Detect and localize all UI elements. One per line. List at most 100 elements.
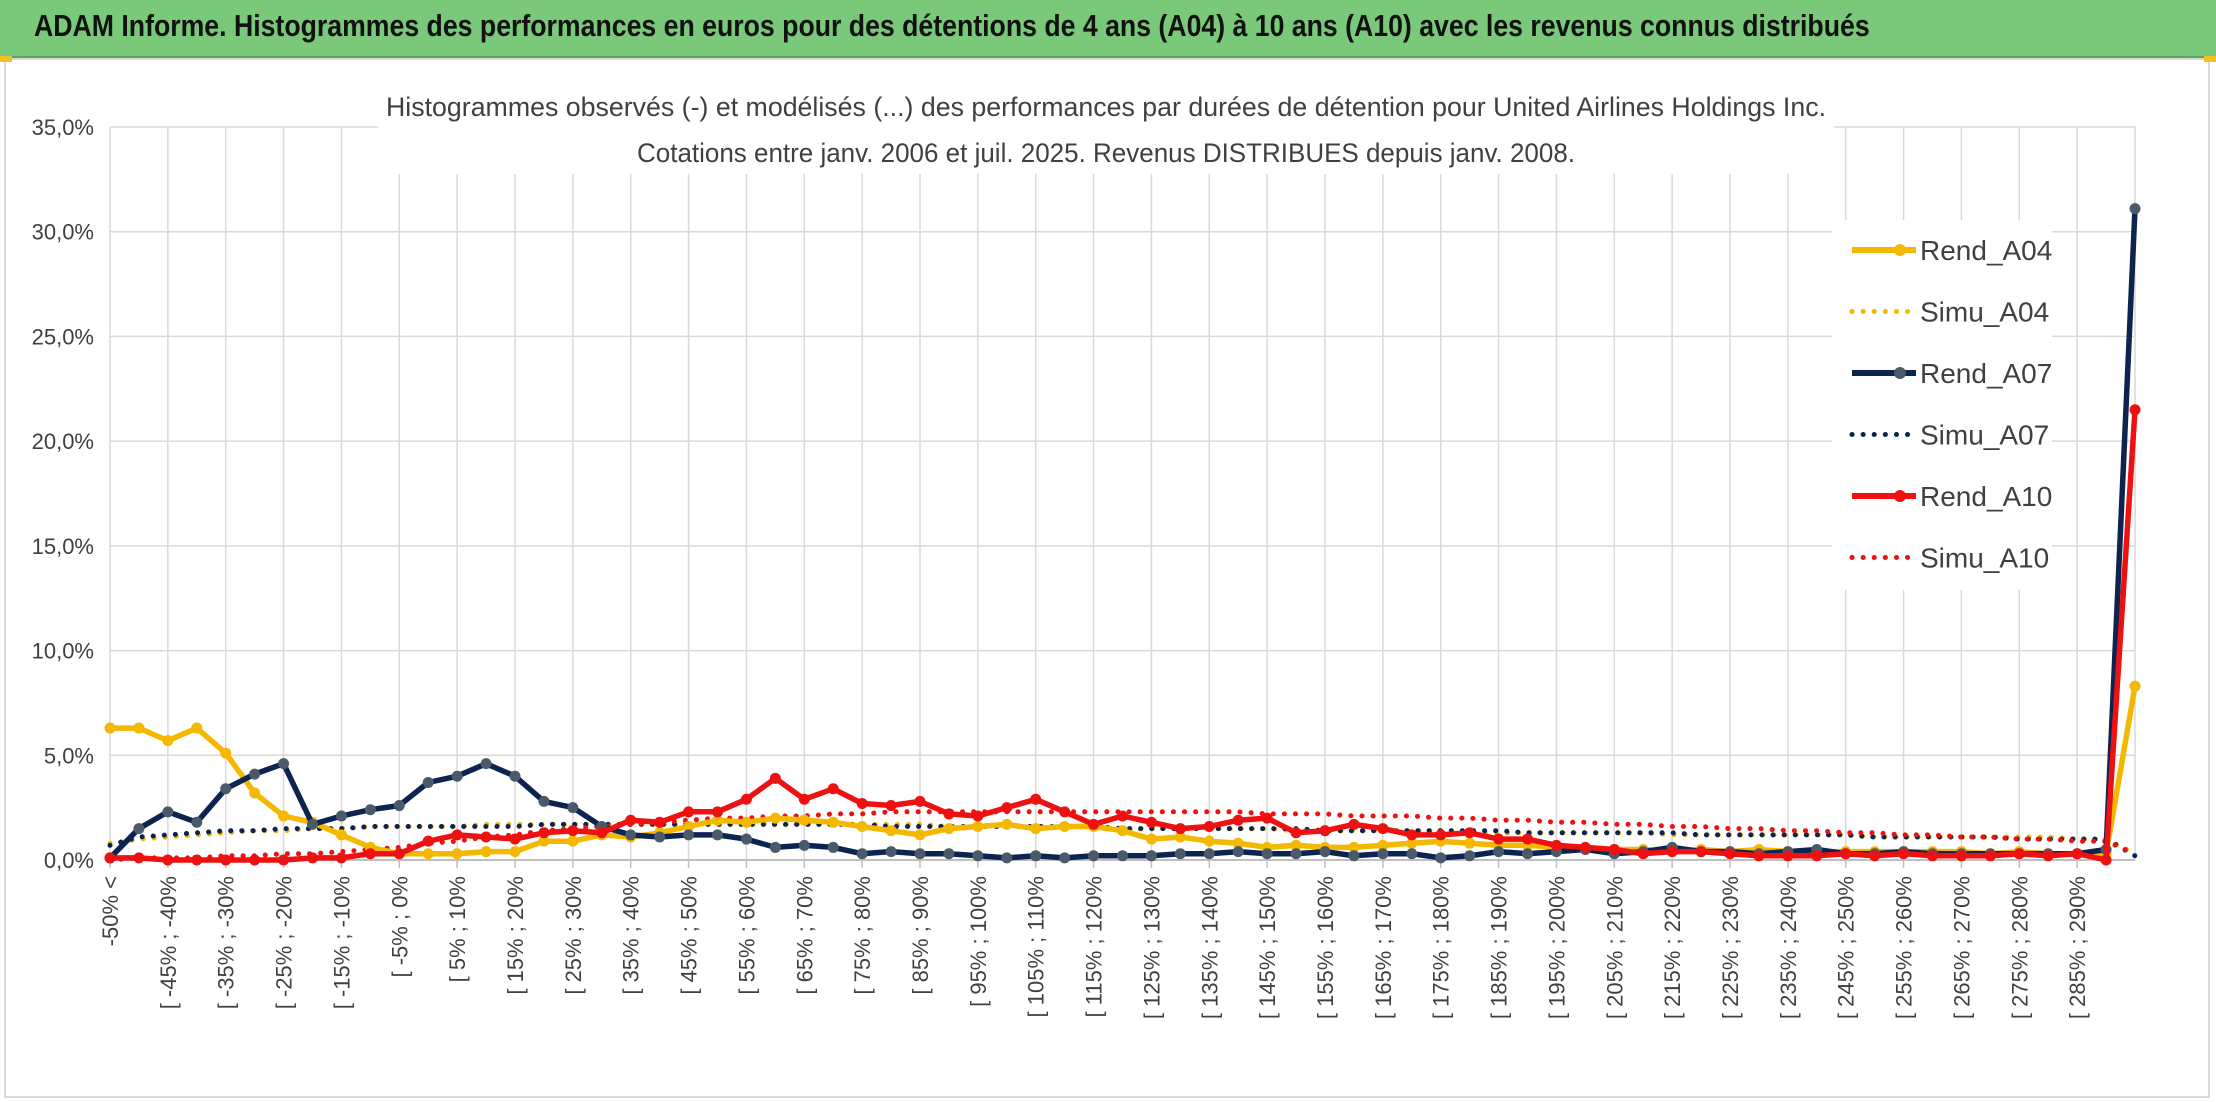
- chart-subtitle: Cotations entre janv. 2006 et juil. 2025…: [637, 138, 1575, 168]
- point-rend-a10: [307, 852, 318, 864]
- point-rend-a10: [1435, 829, 1447, 841]
- x-tick-label: [ 285% ; 290%: [2065, 876, 2090, 1019]
- point-rend-a07: [654, 831, 666, 843]
- point-rend-a10: [1174, 823, 1186, 835]
- point-rend-a04: [1001, 818, 1013, 830]
- point-rend-a07: [1406, 848, 1418, 860]
- y-tick-label: 15,0%: [32, 534, 94, 559]
- x-tick-label: [ 55% ; 60%: [734, 876, 759, 995]
- point-rend-a07: [1088, 850, 1100, 862]
- point-rend-a10: [1984, 850, 1996, 862]
- point-rend-a04: [538, 835, 550, 847]
- point-rend-a04: [249, 787, 261, 799]
- chart-legend: Rend_A04 Simu_A04 Rend_A07 Simu_A07 Rend_A10…: [1832, 220, 2052, 590]
- point-rend-a04: [1117, 825, 1128, 837]
- x-tick-label: [ 15% ; 20%: [503, 876, 528, 995]
- point-rend-a04: [1464, 837, 1476, 849]
- point-rend-a07: [1348, 850, 1360, 862]
- x-tick-label: [ 275% ; 280%: [2007, 876, 2032, 1019]
- x-tick-label: [ 65% ; 70%: [792, 876, 817, 995]
- point-rend-a07: [1059, 852, 1071, 864]
- x-tick-label: [ 105% ; 110%: [1024, 876, 1049, 1017]
- x-tick-label: [ 205% ; 210%: [1602, 876, 1627, 1019]
- x-tick-label: [ 155% ; 160%: [1313, 876, 1338, 1019]
- point-rend-a04: [827, 816, 839, 828]
- point-rend-a07: [740, 833, 752, 845]
- point-rend-a10: [1059, 806, 1071, 818]
- point-rend-a07: [278, 758, 290, 770]
- point-rend-a04: [1145, 833, 1157, 845]
- point-rend-a04: [1059, 820, 1071, 832]
- point-rend-a10: [596, 827, 608, 839]
- x-tick-label: [ 195% ; 200%: [1544, 876, 1569, 1019]
- point-rend-a04: [104, 722, 116, 734]
- point-rend-a07: [1493, 846, 1505, 858]
- point-rend-a10: [1550, 839, 1562, 851]
- point-rend-a10: [1782, 850, 1794, 862]
- point-rend-a04: [451, 848, 463, 860]
- x-tick-label: [ -15% ; -10%: [329, 876, 354, 1009]
- point-rend-a10: [422, 835, 434, 847]
- point-rend-a10: [1232, 814, 1244, 826]
- point-rend-a10: [2129, 404, 2141, 416]
- point-rend-a10: [1001, 802, 1013, 814]
- point-rend-a04: [422, 848, 434, 860]
- point-rend-a10: [191, 854, 203, 866]
- point-rend-a04: [914, 829, 926, 841]
- point-rend-a07: [914, 848, 926, 860]
- point-rend-a10: [220, 854, 232, 866]
- series-line-rend-a07: [108, 208, 2138, 861]
- point-rend-a04: [480, 846, 492, 858]
- point-rend-a10: [1811, 850, 1823, 862]
- point-rend-a10: [769, 772, 781, 784]
- x-tick-label: [ 175% ; 180%: [1429, 876, 1454, 1019]
- y-tick-label: 35,0%: [32, 115, 94, 140]
- y-tick-label: 5,0%: [44, 743, 94, 768]
- legend-label-simu-a07: Simu_A07: [1920, 420, 2049, 451]
- legend-label-rend-a04: Rend_A04: [1920, 235, 2052, 266]
- point-rend-a10: [509, 833, 521, 845]
- point-rend-a07: [393, 800, 405, 812]
- legend-label-simu-a04: Simu_A04: [1920, 297, 2049, 328]
- point-rend-a10: [1522, 833, 1533, 845]
- point-rend-a10: [278, 854, 290, 866]
- x-tick-label: [ 95% ; 100%: [966, 876, 991, 1007]
- point-rend-a07: [769, 841, 781, 853]
- point-rend-a10: [856, 797, 868, 809]
- point-rend-a04: [1174, 831, 1186, 843]
- point-rend-a10: [335, 852, 347, 864]
- y-tick-label: 20,0%: [32, 429, 94, 454]
- point-rend-a07: [307, 818, 318, 830]
- point-rend-a04: [769, 812, 781, 824]
- point-rend-a10: [943, 808, 955, 820]
- series-line-simu-a07: [107, 821, 2138, 859]
- point-rend-a10: [1955, 850, 1967, 862]
- x-tick-label: [ 145% ; 150%: [1255, 876, 1280, 1019]
- point-rend-a04: [1406, 837, 1418, 849]
- point-rend-a04: [1348, 841, 1360, 853]
- legend-box: [1832, 220, 2052, 590]
- x-axis: -50% < [ -45% ; -40% [ -35% ; -30% [ -25% ;…: [98, 859, 2135, 1019]
- point-rend-a07: [567, 802, 579, 814]
- legend-marker-rend-a10: [1894, 490, 1906, 502]
- chart-border: [4, 58, 2210, 1098]
- point-rend-a10: [1203, 820, 1215, 832]
- x-tick-label: [ 245% ; 250%: [1834, 876, 1859, 1019]
- point-rend-a10: [567, 825, 579, 837]
- point-rend-a10: [914, 795, 926, 807]
- x-tick-label: [ 115% ; 120%: [1082, 876, 1107, 1017]
- point-rend-a07: [856, 848, 868, 860]
- point-rend-a10: [1637, 848, 1649, 860]
- point-rend-a10: [2013, 848, 2025, 860]
- x-tick-label: -50% <: [98, 876, 123, 946]
- chart-title: Histogrammes observés (-) et modélisés (…: [386, 92, 1826, 122]
- point-rend-a07: [625, 829, 637, 841]
- point-rend-a10: [625, 814, 637, 826]
- point-rend-a04: [220, 747, 232, 759]
- point-rend-a07: [1319, 846, 1331, 858]
- point-rend-a10: [480, 831, 492, 843]
- point-rend-a07: [422, 777, 434, 789]
- x-tick-label: [ 165% ; 170%: [1371, 876, 1396, 1019]
- point-rend-a10: [827, 783, 839, 795]
